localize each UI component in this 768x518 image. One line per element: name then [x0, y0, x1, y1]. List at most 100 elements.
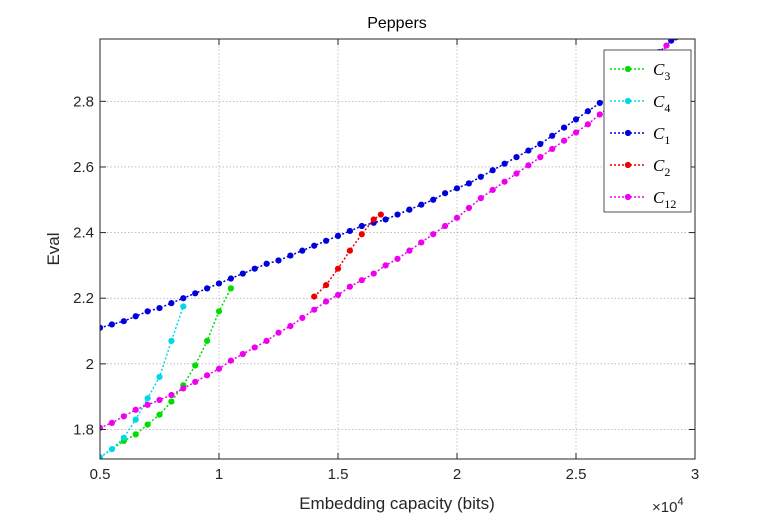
legend: C3 C4 C1 C2 C12: [603, 49, 692, 213]
series-c12-point: [525, 162, 532, 169]
series-c1-point: [418, 201, 425, 208]
series-c1-point: [572, 116, 580, 123]
series-c1-point: [215, 280, 223, 287]
series-c12-point: [406, 247, 413, 254]
series-c12-point: [663, 42, 670, 49]
series-c1-point: [334, 232, 342, 239]
series-c3-point: [156, 411, 163, 418]
series-c1-point: [299, 247, 306, 254]
series-c12-point: [501, 178, 508, 185]
series-c12-point: [513, 170, 520, 177]
y-tick-label-4: 2.6: [73, 159, 94, 176]
series-c12-point: [442, 222, 449, 230]
y-tick-label-0: 1.8: [73, 421, 94, 438]
series-c1-point: [668, 39, 675, 44]
series-c12-point: [382, 262, 389, 269]
series-c1-point: [263, 260, 270, 267]
series-c4: [100, 303, 187, 459]
series-c3-point: [132, 431, 139, 438]
series-c12-point: [453, 214, 461, 221]
x-axis-multiplier-exponent: 4: [677, 496, 683, 508]
series-c1-point: [394, 211, 401, 218]
series-c2-point: [377, 211, 384, 218]
series-c1-point: [156, 304, 163, 312]
x-tick-label-3: 2: [453, 466, 461, 483]
series-c12-point: [192, 378, 199, 385]
y-tick-label-2: 2.2: [73, 290, 94, 307]
legend-c2-marker: [624, 161, 632, 169]
series-c2-point: [358, 231, 365, 238]
legend-c12-label: C12: [653, 188, 676, 211]
series-c1-point: [525, 147, 532, 154]
series-c1-point: [358, 222, 365, 230]
series-c12-point: [180, 385, 187, 392]
legend-box: [603, 49, 692, 213]
x-tick-label-0: 0.5: [90, 466, 111, 483]
series-c1-point: [584, 108, 592, 115]
series-c4-point: [168, 337, 175, 344]
series-c3-point: [192, 362, 199, 369]
series-c1-point: [513, 154, 520, 161]
series-c1-point: [549, 132, 556, 139]
series-c1-point: [477, 173, 484, 180]
series-c12-point: [334, 291, 342, 299]
series-c1-point: [382, 216, 389, 223]
y-tick-label-5: 2.8: [73, 93, 94, 110]
series-c4-point: [120, 434, 127, 441]
series-c1-point: [346, 227, 353, 235]
series-c2-point: [334, 265, 342, 272]
plot-frame: [99, 38, 696, 460]
series-c12-point: [132, 406, 139, 413]
series-c1-point: [311, 242, 318, 249]
series-c2-point: [370, 216, 377, 223]
series-c12-point: [549, 145, 556, 153]
series-c1-point: [192, 290, 199, 297]
x-tick-label-2: 1.5: [328, 466, 349, 483]
series-c4-point: [180, 303, 187, 310]
series-c1-point: [144, 308, 151, 315]
series-c12-point: [572, 129, 580, 136]
series-c1-point: [323, 237, 330, 244]
x-axis-multiplier: ×104: [652, 496, 684, 516]
legend-c2-label: C2: [653, 156, 670, 179]
series-c1-point: [204, 285, 211, 292]
series-c3-point: [215, 308, 223, 315]
series-c1-point: [239, 270, 246, 277]
x-axis-label: Embedding capacity (bits): [299, 494, 495, 513]
legend-c1-marker: [624, 129, 632, 137]
series-c2-point: [346, 247, 353, 254]
series-c3-line: [100, 288, 232, 459]
series-c12-point: [120, 413, 127, 420]
series-c1-point: [275, 257, 282, 264]
series-c12-point: [287, 323, 294, 330]
series-c1-point: [537, 140, 544, 148]
series-c4-point: [144, 395, 151, 402]
series-c12-point: [465, 204, 472, 212]
series-c1-point: [596, 99, 603, 107]
legend-c1-label: C1: [653, 124, 670, 147]
series-c12-point: [156, 396, 163, 404]
x-tick-label-4: 2.5: [566, 466, 587, 483]
series-c12-point: [323, 298, 330, 305]
series-c3-point: [144, 421, 151, 428]
series-c12-point: [311, 306, 318, 313]
series-c12-point: [204, 372, 211, 379]
series-c1-point: [108, 321, 115, 328]
series-c12-point: [584, 121, 592, 128]
y-axis-label: Eval: [44, 232, 63, 265]
series-c12-point: [477, 195, 484, 202]
series-c3-point: [204, 337, 211, 344]
x-axis-multiplier-base: ×10: [652, 499, 677, 516]
legend-c4-marker: [624, 97, 632, 105]
series-c3-point: [168, 398, 175, 405]
series-c12-point: [561, 137, 568, 144]
series-c4-point: [100, 454, 104, 459]
chart-title: Peppers: [367, 15, 427, 32]
series-c1-point: [453, 185, 461, 192]
series-c1-point: [100, 324, 104, 331]
series-c12-point: [346, 283, 353, 290]
ticks: 0.5 1 1.5 2 2.5 3 1.8 2 2.2 2.4 2.6 2.8: [73, 39, 699, 483]
series-c1-point: [180, 295, 187, 302]
series-c12-point: [370, 270, 377, 277]
